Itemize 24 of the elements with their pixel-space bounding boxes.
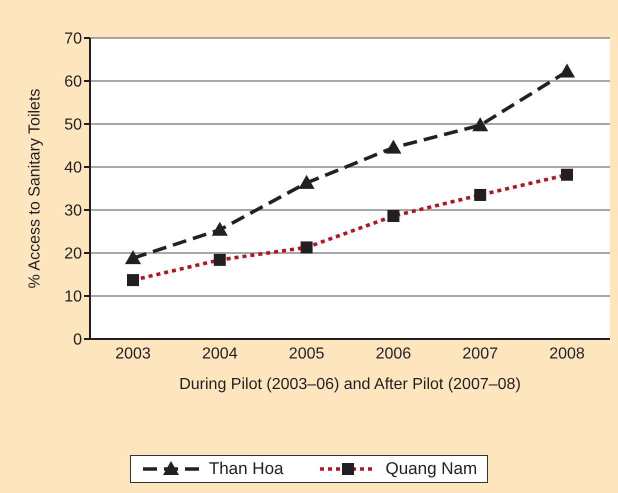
- point: [559, 64, 575, 78]
- x-tick-label: 2007: [462, 345, 498, 362]
- point: [125, 250, 141, 264]
- legend-label: Than Hoa: [208, 459, 284, 479]
- y-tick-label: 70: [64, 30, 82, 48]
- y-tick-label: 0: [73, 332, 82, 349]
- x-tick-label: 2006: [376, 345, 412, 362]
- y-tick-label: 10: [64, 288, 82, 306]
- point: [212, 222, 228, 236]
- legend-label: Quang Nam: [386, 459, 478, 479]
- point: [385, 140, 402, 154]
- y-tick-label: 40: [64, 160, 82, 177]
- point: [298, 174, 315, 189]
- x-axis-title: During Pilot (2003–06) and After Pilot (2007–08): [179, 376, 521, 393]
- y-tick-label: 50: [64, 116, 82, 134]
- y-axis-title: % Access to Sanitary Toilets: [26, 88, 44, 288]
- y-tick-label: 60: [64, 74, 82, 91]
- point: [472, 117, 488, 132]
- y-tick-label: 30: [64, 202, 82, 220]
- y-tick-label: 20: [64, 246, 82, 263]
- x-tick-label: 2008: [549, 345, 585, 362]
- x-tick-label: 2005: [288, 345, 324, 362]
- x-tick-label: 2004: [202, 345, 238, 362]
- x-tick-label: 2003: [115, 345, 151, 362]
